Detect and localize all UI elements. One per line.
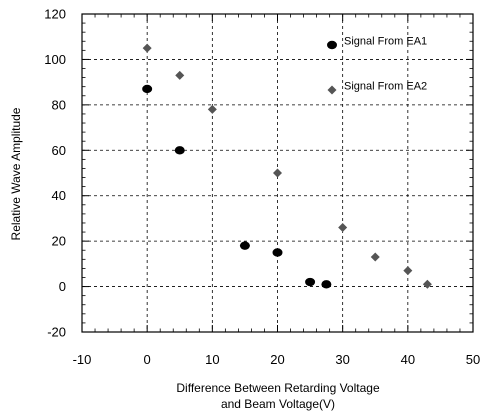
- x-tick-label: 20: [270, 352, 284, 367]
- data-point-diamond: [422, 279, 432, 289]
- y-tick-label: 80: [52, 97, 66, 112]
- data-point-diamond: [273, 168, 282, 178]
- data-point-circle: [305, 277, 316, 287]
- x-axis-title-line-1: Difference Between Retarding Voltage: [176, 381, 380, 395]
- data-point-diamond: [207, 104, 217, 114]
- legend-marker-1: [327, 40, 337, 50]
- x-tick-label: 50: [466, 352, 480, 367]
- data-point-diamond: [370, 252, 380, 262]
- legend-label-1: Signal From EA1: [344, 36, 427, 48]
- data-point-circle: [239, 241, 250, 250]
- y-tick-label: -20: [47, 325, 66, 340]
- x-tick-label: 0: [144, 352, 151, 367]
- legend-label-2: Signal From EA2: [344, 81, 427, 93]
- x-tick-label: 40: [401, 352, 415, 367]
- data-point-diamond: [142, 43, 152, 53]
- data-points: [142, 43, 432, 289]
- data-point-diamond: [175, 70, 185, 80]
- y-tick-label: 0: [59, 279, 66, 294]
- x-axis-tick-labels: -10 0 10 20 30 40 50: [73, 352, 481, 367]
- data-point-circle: [174, 146, 185, 155]
- y-axis-tick-labels: -20 0 20 40 60 80 100 120: [44, 7, 66, 340]
- y-tick-label: 100: [44, 52, 66, 67]
- data-point-circle: [321, 280, 332, 289]
- y-axis-title: Relative Wave Amplitude: [9, 107, 23, 240]
- x-tick-label: 10: [205, 352, 219, 367]
- data-point-circle: [142, 84, 153, 94]
- axis-ticks: [81, 13, 474, 333]
- legend: Signal From EA1 Signal From EA2: [327, 36, 427, 95]
- data-point-circle: [272, 248, 283, 257]
- data-point-diamond: [338, 223, 348, 233]
- legend-marker-2: [327, 85, 337, 95]
- y-tick-label: 20: [52, 234, 66, 249]
- y-tick-label: 120: [44, 7, 66, 22]
- y-tick-label: 60: [52, 143, 66, 158]
- x-tick-label: -10: [73, 352, 92, 367]
- series-1-points: [142, 84, 332, 289]
- x-axis-title-line-2: and Beam Voltage(V): [221, 397, 335, 411]
- data-point-diamond: [403, 266, 413, 276]
- x-tick-label: 30: [335, 352, 349, 367]
- series-2-points: [142, 43, 432, 289]
- gridlines: [82, 14, 473, 332]
- y-tick-label: 40: [52, 188, 66, 203]
